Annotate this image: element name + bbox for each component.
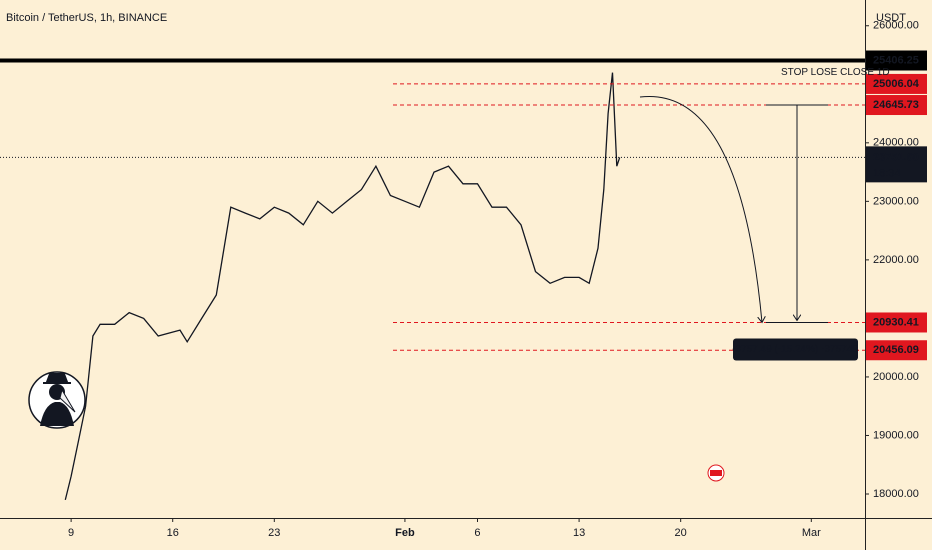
price-tag	[866, 95, 927, 116]
x-tick-label: 9	[68, 527, 74, 539]
logo	[28, 371, 86, 429]
countdown-label: 18:34	[873, 167, 901, 179]
last-price-tag	[866, 146, 927, 183]
y-tick-label: 19000.00	[873, 429, 919, 441]
x-tick-label: Mar	[802, 527, 821, 539]
measure-box	[733, 338, 858, 361]
x-tick-label: 20	[675, 527, 687, 539]
x-tick-label: 23	[268, 527, 280, 539]
x-tick-label: 6	[474, 527, 480, 539]
measure-label: -3757.49 (-15.24%) -375749	[732, 344, 858, 355]
price-tag	[866, 340, 927, 361]
price-tag	[866, 73, 927, 94]
y-tick-label: 20000.00	[873, 371, 919, 383]
price-tag-label: 25406.25	[873, 54, 919, 66]
x-tick-label: 16	[167, 527, 179, 539]
price-line	[64, 72, 621, 501]
event-icon	[707, 464, 725, 482]
price-tag-label: 20930.41	[873, 316, 919, 328]
x-tick-label: Feb	[395, 527, 415, 539]
price-tag	[866, 50, 927, 71]
last-price-label: 23751.60	[873, 151, 919, 163]
price-tag	[866, 312, 927, 333]
y-tick-label: 24000.00	[873, 137, 919, 149]
x-tick-label: 13	[573, 527, 585, 539]
price-tag-label: 24645.73	[873, 99, 919, 111]
annotation: STOP LOSE CLOSE 1D	[781, 67, 890, 78]
price-tag-label: 25006.04	[873, 78, 920, 90]
price-tag-label: 20456.09	[873, 344, 919, 356]
y-tick-label: 23000.00	[873, 195, 919, 207]
axis-unit: USDT	[876, 12, 906, 24]
y-tick-label: 22000.00	[873, 254, 919, 266]
y-tick-label: 18000.00	[873, 488, 919, 500]
chart-title: Bitcoin / TetherUS, 1h, BINANCE	[6, 12, 167, 24]
projection-arrow	[639, 95, 762, 322]
y-tick-label: 26000.00	[873, 20, 919, 32]
